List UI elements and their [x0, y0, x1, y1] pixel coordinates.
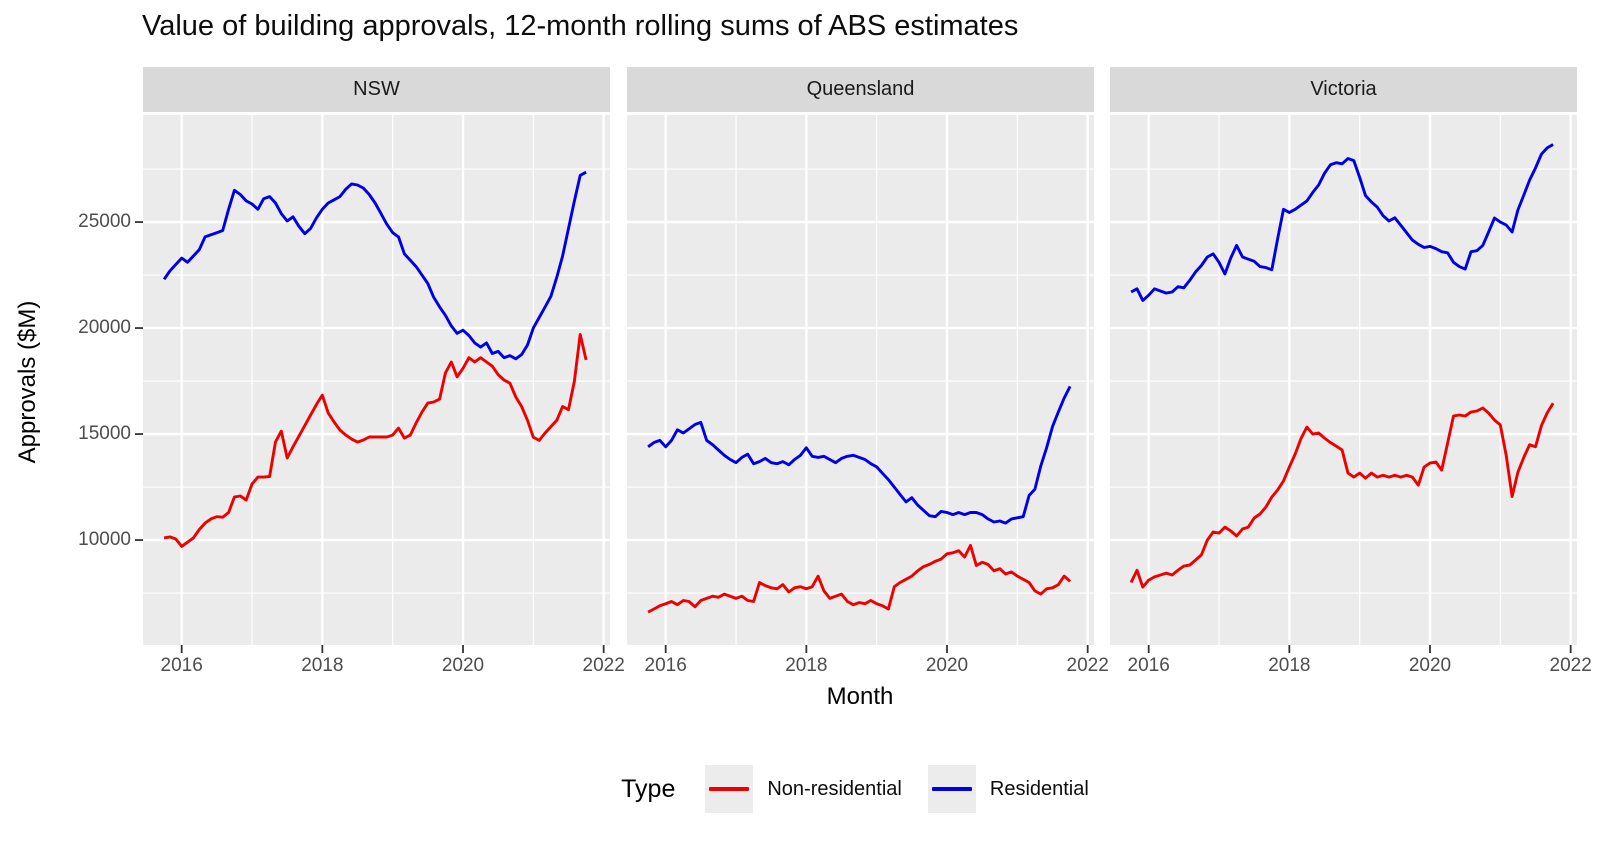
x-tick-label: 2016 [160, 655, 203, 676]
series-victoria-residential [1130, 143, 1554, 302]
facet-label: Victoria [1310, 78, 1377, 100]
x-tick-label: 2016 [644, 655, 687, 676]
legend-item-non-residential: Non-residential [705, 765, 902, 813]
legend-title: Type [621, 774, 676, 803]
series-nsw-non-residential [163, 332, 588, 548]
legend-key-residential [927, 765, 976, 813]
facet-strip-queensland: Queensland [627, 67, 1094, 112]
y-tick-label: 25000 [78, 211, 131, 233]
facet-strip-victoria: Victoria [1110, 67, 1577, 112]
x-tick-label: 2022 [582, 655, 625, 676]
x-tick-label: 2022 [1549, 655, 1592, 676]
y-axis-title: Approvals ($M) [14, 300, 41, 464]
series-nsw-residential [162, 170, 587, 361]
x-tick-label: 2016 [1127, 655, 1170, 676]
x-tick-label: 2020 [1408, 655, 1452, 676]
x-tick-label: 2020 [925, 655, 969, 676]
legend-label-residential: Residential [989, 777, 1089, 800]
series-victoria-non-residential [1129, 402, 1555, 589]
x-axis-title: Month [826, 683, 894, 710]
series-queensland-non-residential [647, 543, 1072, 614]
legend-key-non-residential [705, 765, 754, 813]
y-tick-label: 15000 [78, 423, 131, 445]
red-line-swatch-icon [709, 787, 750, 791]
y-tick-label: 20000 [78, 317, 131, 339]
blue-line-swatch-icon [931, 787, 972, 791]
series-queensland-residential [647, 385, 1072, 525]
x-tick-label: 2018 [785, 655, 828, 676]
legend-item-residential: Residential [927, 765, 1089, 813]
chart-title: Value of building approvals, 12-month ro… [142, 10, 1019, 42]
x-tick-label: 2022 [1066, 655, 1109, 676]
x-tick-label: 2020 [441, 655, 485, 676]
panel-Queensland [627, 115, 1094, 645]
legend-label-non-residential: Non-residential [767, 777, 902, 800]
legend: Type Non-residential Residential [0, 763, 1600, 815]
x-tick-label: 2018 [301, 655, 344, 676]
facet-label: NSW [353, 78, 400, 100]
facet-label: Queensland [806, 78, 915, 100]
x-tick-label: 2018 [1268, 655, 1311, 676]
panel-Victoria [1110, 115, 1577, 645]
panel-NSW [143, 115, 610, 645]
facet-strip-nsw: NSW [143, 67, 610, 112]
y-tick-label: 10000 [78, 529, 131, 551]
